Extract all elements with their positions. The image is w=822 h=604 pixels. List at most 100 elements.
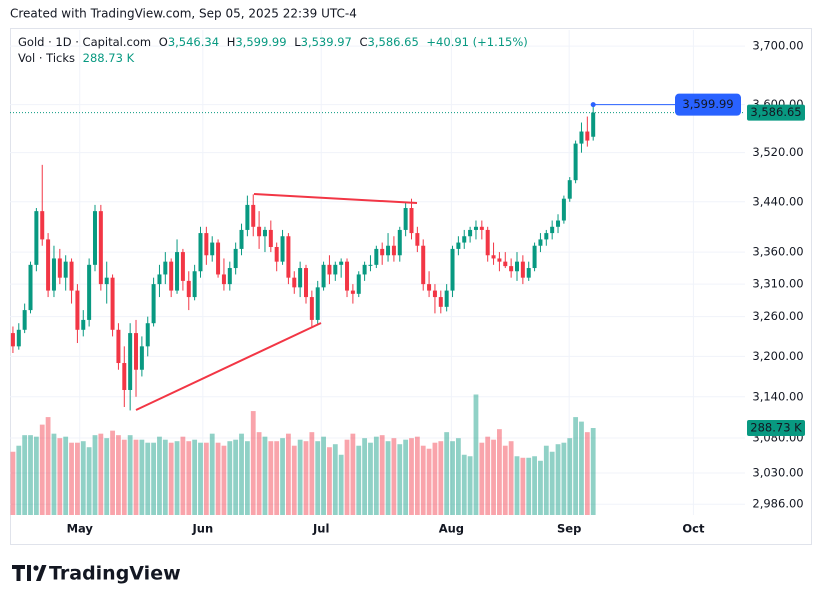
volume-bar	[198, 442, 203, 515]
x-tick-label: Aug	[439, 522, 464, 536]
candle-body	[368, 264, 373, 266]
volume-bar	[444, 432, 450, 515]
candle-body	[245, 204, 250, 230]
caption: Created with TradingView.com, Sep 05, 20…	[10, 7, 357, 21]
volume-pane	[10, 394, 596, 515]
candle-body	[427, 284, 432, 291]
volume-bar	[127, 435, 133, 515]
y-tick-label: 3,360.00	[752, 245, 803, 259]
candle-body	[473, 226, 478, 230]
volume-bar	[538, 460, 543, 515]
y-tick-label: 2,986.00	[752, 497, 803, 511]
volume-bar	[110, 430, 115, 515]
candle-body	[98, 211, 103, 285]
volume-name: Vol · Ticks	[18, 51, 75, 65]
candle-body	[157, 274, 162, 285]
candle-body	[274, 246, 279, 262]
candle-body	[532, 245, 537, 269]
volume-bar	[180, 436, 186, 515]
candle-body	[509, 266, 514, 272]
candle-body	[198, 233, 203, 272]
volume-bar	[514, 456, 520, 515]
volume-bar	[291, 445, 297, 515]
logo-mark	[36, 565, 47, 581]
volume-bar	[309, 432, 315, 515]
volume-bar	[491, 439, 496, 515]
volume-bar	[414, 436, 420, 515]
volume-bar	[373, 436, 379, 515]
candle-body	[380, 248, 385, 256]
volume-bar	[467, 456, 473, 515]
candle-body	[251, 204, 256, 227]
frame	[10, 28, 812, 545]
candle-body	[462, 236, 467, 243]
candle-body	[538, 239, 543, 246]
volume-legend: Vol · Ticks 288.73 K	[18, 51, 135, 65]
candle-body	[485, 229, 490, 256]
y-tick-label: 3,140.00	[752, 389, 803, 403]
volume-bar	[420, 445, 426, 515]
candle-body	[57, 258, 62, 278]
candle-body	[432, 290, 437, 298]
volume-bar	[45, 417, 51, 515]
candle-body	[28, 264, 33, 311]
volume-bar	[116, 435, 121, 515]
candle-body	[227, 268, 232, 285]
symbol: Gold · 1D · Capital.com	[18, 35, 151, 49]
candle-body	[468, 229, 473, 237]
candle-body	[520, 261, 525, 278]
last-price-badge	[747, 104, 805, 121]
candle-body	[139, 346, 144, 370]
candle-body	[573, 143, 578, 181]
volume-bar	[573, 417, 579, 515]
logo-mark	[12, 565, 31, 581]
candle-body	[333, 264, 338, 275]
candle-body	[350, 290, 355, 294]
candle-body	[262, 229, 267, 237]
volume-bar	[221, 445, 227, 515]
volume-badge-label: 288.73 K	[750, 421, 802, 435]
candle-body	[315, 287, 320, 320]
volume-bar	[567, 438, 573, 515]
y-tick-label: 3,310.00	[752, 277, 803, 291]
volume-bar	[432, 442, 438, 515]
candle-body	[10, 333, 15, 347]
volume-bar	[63, 436, 69, 515]
candle-body	[514, 261, 519, 272]
candle-body	[116, 329, 121, 364]
candle-body	[362, 264, 367, 275]
candle-body	[526, 268, 531, 278]
candle-body	[192, 271, 197, 298]
candle-body	[163, 261, 168, 275]
candle-body	[450, 248, 455, 291]
volume-bar	[268, 441, 274, 515]
axes: 3,700.003,600.003,520.003,440.003,360.00…	[10, 39, 805, 536]
volume-bar	[133, 439, 139, 515]
volume-bar	[502, 445, 508, 515]
volume-bar	[39, 424, 45, 515]
volume-bar	[203, 442, 209, 515]
candle-body	[303, 268, 308, 298]
candle-body	[204, 233, 209, 256]
y-tick-label: 3,260.00	[752, 309, 803, 323]
y-tick-label: 3,700.00	[752, 39, 803, 53]
candle-body	[491, 255, 496, 259]
candle-body	[233, 248, 238, 269]
volume-bar	[303, 441, 309, 515]
y-tick-label: 3,520.00	[752, 145, 803, 159]
volume-bar	[75, 442, 80, 515]
volume-bar	[10, 451, 16, 515]
candle-body	[397, 229, 402, 256]
candle-body	[280, 236, 285, 262]
candle-body	[16, 329, 21, 347]
candle-body	[186, 280, 191, 298]
volume-bar	[280, 438, 285, 515]
volume-bar	[461, 454, 467, 515]
volume-bar	[520, 457, 526, 515]
candle-body	[128, 333, 133, 390]
volume-bar	[497, 429, 502, 515]
volume-bar	[174, 441, 180, 515]
volume-bar	[327, 447, 332, 515]
candle-body	[579, 131, 584, 144]
volume-bar	[92, 435, 98, 515]
